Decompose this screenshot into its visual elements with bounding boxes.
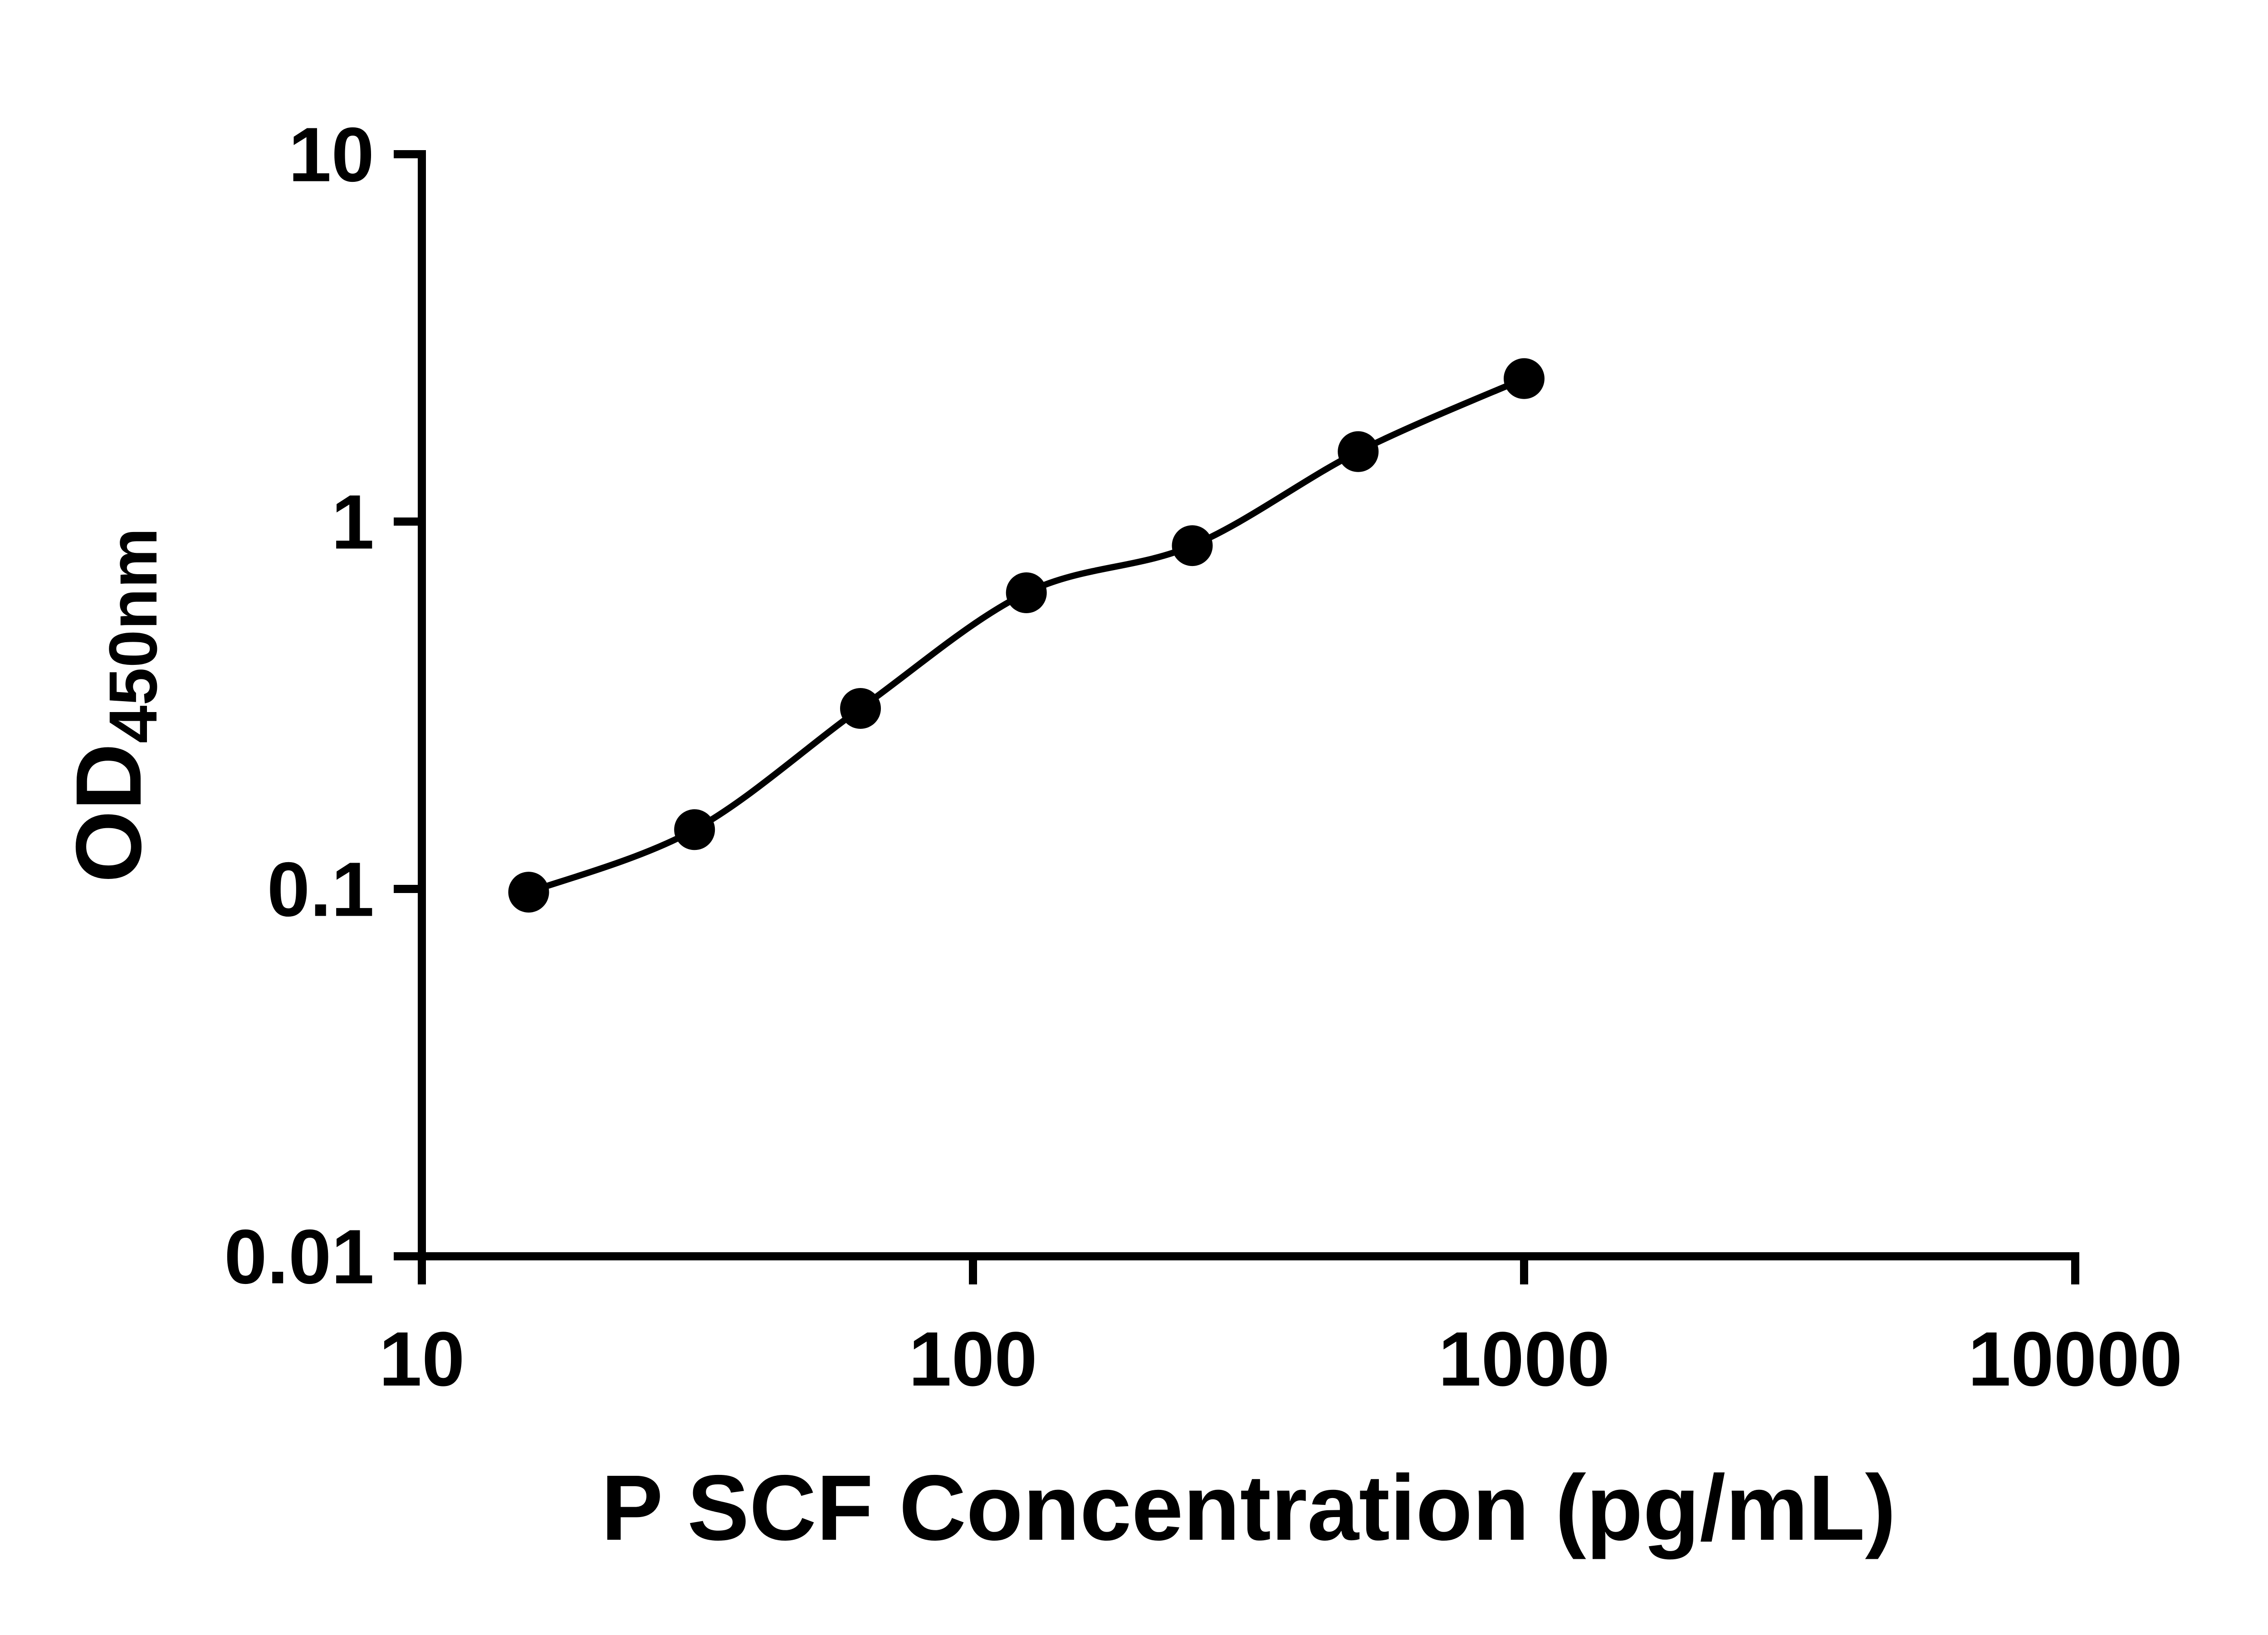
data-point bbox=[674, 809, 715, 850]
x-axis-title: P SCF Concentration (pg/mL) bbox=[601, 1456, 1896, 1560]
y-tick-label: 10 bbox=[288, 112, 374, 198]
y-tick-label: 0.1 bbox=[267, 847, 374, 933]
x-tick-label: 100 bbox=[909, 1316, 1037, 1402]
series-layer bbox=[508, 358, 1545, 913]
data-point bbox=[1172, 525, 1213, 566]
y-axis-title-subscript: 450nm bbox=[95, 528, 171, 743]
data-point bbox=[508, 872, 549, 913]
data-point bbox=[1338, 431, 1379, 472]
data-point bbox=[840, 688, 881, 729]
x-tick-label: 1000 bbox=[1438, 1316, 1610, 1402]
ticks-layer: 10 100 1000 10000 0.01 0.1 1 10 bbox=[224, 112, 2182, 1403]
axis-frame bbox=[418, 150, 2079, 1260]
x-tick-label: 10000 bbox=[1968, 1316, 2183, 1402]
x-tick-label: 10 bbox=[379, 1316, 464, 1402]
y-axis-title: OD450nm bbox=[57, 528, 171, 883]
y-axis-title-main: OD bbox=[57, 743, 161, 883]
axes-layer bbox=[418, 150, 2079, 1260]
data-point bbox=[1504, 358, 1545, 399]
y-tick-label: 0.01 bbox=[224, 1214, 374, 1300]
y-tick-label: 1 bbox=[331, 479, 374, 566]
data-point bbox=[1006, 572, 1047, 613]
